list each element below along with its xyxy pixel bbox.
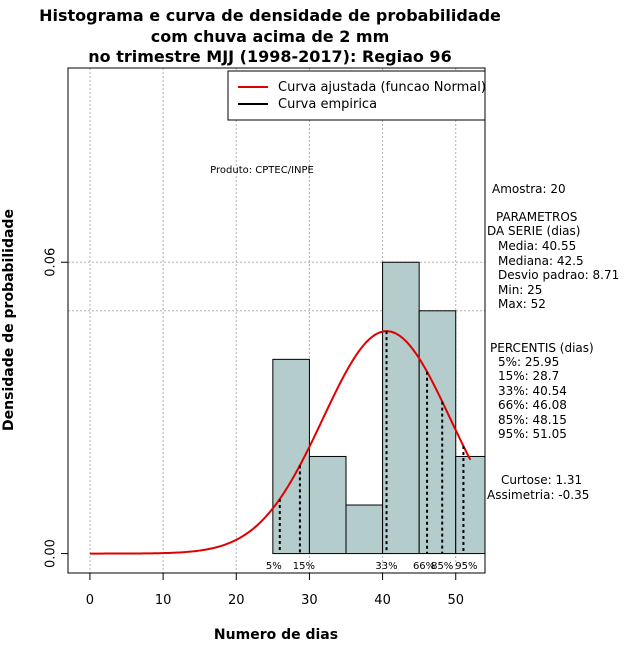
histogram-bar (382, 261, 420, 555)
stat-min: Min: 25 (498, 283, 543, 297)
stat-amostra: Amostra: 20 (492, 182, 566, 196)
stat-p95: 95%: 51.05 (498, 427, 567, 441)
chart-title-line-3: no trimestre MJJ (1998-2017): Regiao 96 (88, 47, 452, 66)
y-tick-label: 0.00 (44, 539, 59, 568)
percentile-label: 5% (266, 561, 282, 572)
percentile-label: 95% (455, 561, 477, 572)
stat-media: Media: 40.55 (498, 239, 577, 253)
stat-max: Max: 52 (498, 297, 546, 311)
stat-assimetria: Assimetria: -0.35 (487, 488, 590, 502)
stat-p5: 5%: 25.95 (498, 355, 560, 369)
x-tick-label: 50 (447, 593, 464, 608)
percentile-label: 33% (375, 561, 397, 572)
legend-box (227, 70, 486, 121)
stat-param-title-2: DA SERIE (dias) (487, 224, 581, 238)
legend-empirical-label: Curva empirica (278, 97, 377, 112)
stat-p15: 15%: 28.7 (498, 369, 560, 383)
y-axis-title: Densidade de probabilidade (1, 209, 17, 431)
histogram-bar (345, 504, 384, 555)
stat-curtose: Curtose: 1.31 (501, 473, 583, 487)
stat-perc-title: PERCENTIS (dias) (490, 341, 594, 355)
x-tick-label: 0 (86, 593, 94, 608)
histogram-bar (455, 455, 486, 555)
chart-title-line-2: com chuva acima de 2 mm (150, 27, 390, 46)
x-axis-title: Numero de dias (214, 627, 338, 643)
legend-fit-label: Curva ajustada (funcao Normal) (278, 80, 486, 95)
percentile-label: 85% (431, 561, 453, 572)
histogram-bar (418, 310, 457, 555)
x-tick-label: 30 (301, 593, 318, 608)
stat-mediana: Mediana: 42.5 (498, 254, 584, 268)
y-tick-label: 0.06 (44, 248, 59, 277)
stat-p85: 85%: 48.15 (498, 413, 567, 427)
product-label: Produto: CPTEC/INPE (210, 165, 314, 176)
histogram-bar (308, 455, 347, 555)
stat-p33: 33%: 40.54 (498, 384, 567, 398)
stat-desvio: Desvio padrao: 8.71 (498, 268, 620, 282)
x-tick-label: 40 (374, 593, 391, 608)
percentile-label: 66% (413, 561, 435, 572)
stat-p66: 66%: 46.08 (498, 398, 567, 412)
legend: Curva ajustada (funcao Normal) Curva emp… (227, 70, 486, 121)
stat-param-title-1: PARAMETROS (496, 210, 578, 224)
normal-fit-curve (89, 330, 472, 555)
percentile-label: 15% (293, 561, 315, 572)
chart-title-line-1: Histograma e curva de densidade de proba… (39, 6, 501, 25)
x-tick-label: 10 (155, 593, 172, 608)
x-tick-label: 20 (228, 593, 245, 608)
